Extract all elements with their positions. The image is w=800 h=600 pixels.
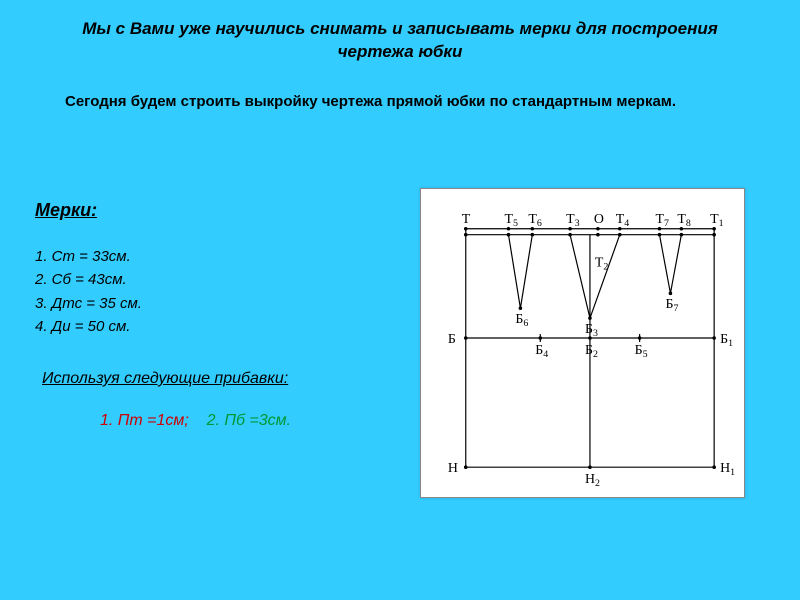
svg-text:Т6: Т6 xyxy=(528,212,542,229)
pribavki-values: 1. Пт =1см; 2. Пб =3см. xyxy=(100,412,291,430)
svg-text:Б7: Б7 xyxy=(665,297,678,314)
svg-text:Б: Б xyxy=(448,332,456,347)
merki-item: 3. Дтс = 35 см. xyxy=(35,292,142,315)
merki-item: 1. Ст = 33см. xyxy=(35,245,142,268)
merki-item: 2. Сб = 43см. xyxy=(35,268,142,291)
svg-text:Т2: Т2 xyxy=(595,255,609,272)
slide-subtitle: Сегодня будем строить выкройку чертежа п… xyxy=(0,64,800,112)
svg-text:Т: Т xyxy=(462,212,471,227)
svg-text:Н: Н xyxy=(448,461,458,476)
svg-text:Б2: Б2 xyxy=(585,343,598,360)
svg-text:Б1: Б1 xyxy=(720,332,733,349)
svg-text:Т5: Т5 xyxy=(505,212,519,229)
svg-text:Б5: Б5 xyxy=(635,343,648,360)
svg-text:Н1: Н1 xyxy=(720,461,735,478)
skirt-pattern-diagram: Т Т5 Т6 Т3 О Т4 Т7 Т8 Т1 Б6 Б3 Б7 Т2 Б Б4 Б2 Б5 Б1 Н Н2 Н1 xyxy=(420,188,745,498)
svg-text:Б3: Б3 xyxy=(585,322,598,339)
pribavki-1: 1. Пт =1см; xyxy=(100,412,189,429)
svg-text:Н2: Н2 xyxy=(585,472,600,489)
svg-text:Б4: Б4 xyxy=(535,343,548,360)
svg-text:Т4: Т4 xyxy=(616,212,630,229)
pribavki-heading: Используя следующие прибавки: xyxy=(42,370,288,388)
svg-text:Т3: Т3 xyxy=(566,212,580,229)
svg-text:Б6: Б6 xyxy=(515,312,528,329)
merki-item: 4. Ди = 50 см. xyxy=(35,315,142,338)
merki-list: 1. Ст = 33см. 2. Сб = 43см. 3. Дтс = 35 … xyxy=(35,245,142,338)
svg-text:Т1: Т1 xyxy=(710,212,724,229)
svg-text:Т8: Т8 xyxy=(677,212,691,229)
svg-text:Т7: Т7 xyxy=(656,212,670,229)
pribavki-2: 2. Пб =3см. xyxy=(207,412,291,429)
pattern-svg: Т Т5 Т6 Т3 О Т4 Т7 Т8 Т1 Б6 Б3 Б7 Т2 Б Б4 Б2 Б5 Б1 Н Н2 Н1 xyxy=(421,189,744,497)
merki-heading: Мерки: xyxy=(35,200,97,221)
slide-title: Мы с Вами уже научились снимать и записы… xyxy=(0,0,800,64)
svg-text:О: О xyxy=(594,212,604,227)
